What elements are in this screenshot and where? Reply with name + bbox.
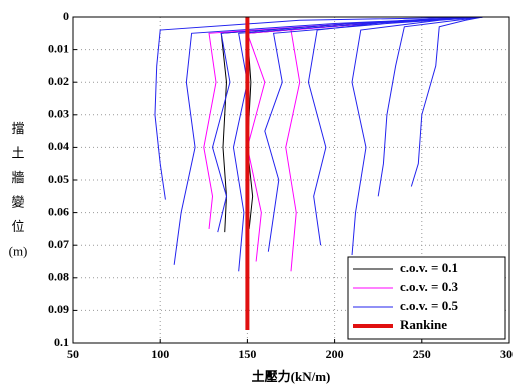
x-axis-label: 土壓力(kN/m) xyxy=(252,369,331,384)
y-tick-label: 0.09 xyxy=(48,302,69,316)
legend-label: c.o.v. = 0.5 xyxy=(400,298,458,313)
y-tick-label: 0.01 xyxy=(48,41,69,55)
y-axis-label: 牆 xyxy=(11,170,24,185)
y-tick-label: 0.07 xyxy=(48,237,69,251)
y-tick-label: 0.06 xyxy=(48,204,69,218)
plot-frame xyxy=(72,16,510,344)
x-tick-label: 300 xyxy=(500,347,513,361)
curve xyxy=(173,16,483,265)
y-axis-label: 變 xyxy=(11,194,24,209)
legend: c.o.v. = 0.1 c.o.v. = 0.3 c.o.v. = 0.5 Rank… xyxy=(347,256,506,340)
legend-label: Rankine xyxy=(400,317,447,332)
curve xyxy=(264,16,483,252)
y-axis-label: 擋 xyxy=(11,121,24,136)
y-tick-label: 0.04 xyxy=(48,139,69,153)
y-axis-label: (m) xyxy=(9,243,28,258)
legend-label: c.o.v. = 0.3 xyxy=(400,279,458,294)
x-tick-label: 250 xyxy=(413,347,431,361)
y-tick-label: 0.02 xyxy=(48,74,69,88)
y-tick-label: 0.08 xyxy=(48,270,69,284)
x-tick-label: 150 xyxy=(238,347,256,361)
x-tick-label: 100 xyxy=(151,347,169,361)
curve xyxy=(285,16,475,272)
x-tick-label: 200 xyxy=(326,347,344,361)
curve xyxy=(154,16,483,200)
curve xyxy=(246,16,475,262)
y-axis-label: 土 xyxy=(11,145,24,160)
curve xyxy=(203,16,475,229)
y-tick-label: 0.1 xyxy=(54,335,69,349)
curve xyxy=(351,16,483,256)
x-tick-label: 50 xyxy=(67,347,79,361)
curve xyxy=(220,16,475,233)
legend-label: c.o.v. = 0.1 xyxy=(400,260,458,275)
curve xyxy=(377,16,483,197)
y-tick-label: 0.05 xyxy=(48,172,69,186)
curve xyxy=(307,16,483,246)
curve xyxy=(212,16,483,233)
y-axis-label: 位 xyxy=(11,219,24,234)
y-tick-label: 0.03 xyxy=(48,107,69,121)
curve xyxy=(410,16,483,187)
y-tick-label: 0 xyxy=(63,9,69,23)
